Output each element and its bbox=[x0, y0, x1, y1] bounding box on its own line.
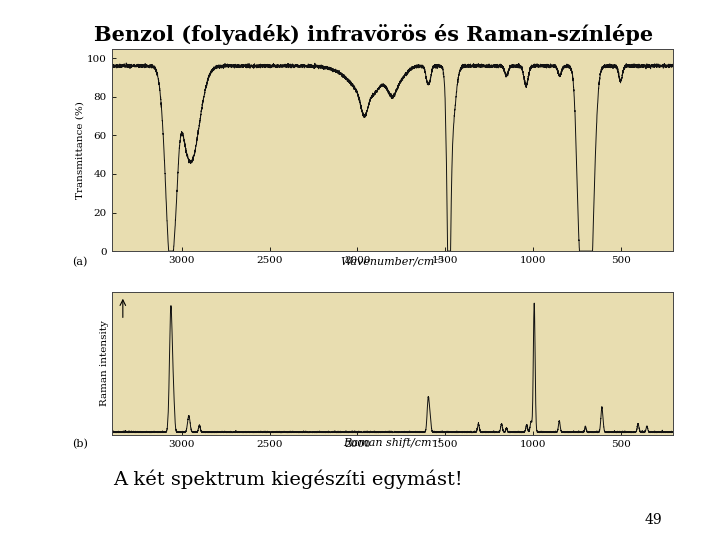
Text: A két spektrum kiegészíti egymást!: A két spektrum kiegészíti egymást! bbox=[113, 469, 463, 489]
Text: Benzol (folyadék) infravörös és Raman-színlépe: Benzol (folyadék) infravörös és Raman-sz… bbox=[94, 24, 653, 45]
Y-axis label: Raman intensity: Raman intensity bbox=[100, 320, 109, 406]
Text: (b): (b) bbox=[72, 438, 88, 449]
Text: 49: 49 bbox=[645, 512, 662, 526]
Y-axis label: Transmittance (%): Transmittance (%) bbox=[75, 101, 84, 199]
Text: Raman shift/cm⁻¹: Raman shift/cm⁻¹ bbox=[343, 438, 442, 449]
Text: (a): (a) bbox=[72, 256, 87, 267]
Text: Wavenumber/cm⁻¹: Wavenumber/cm⁻¹ bbox=[340, 256, 445, 267]
